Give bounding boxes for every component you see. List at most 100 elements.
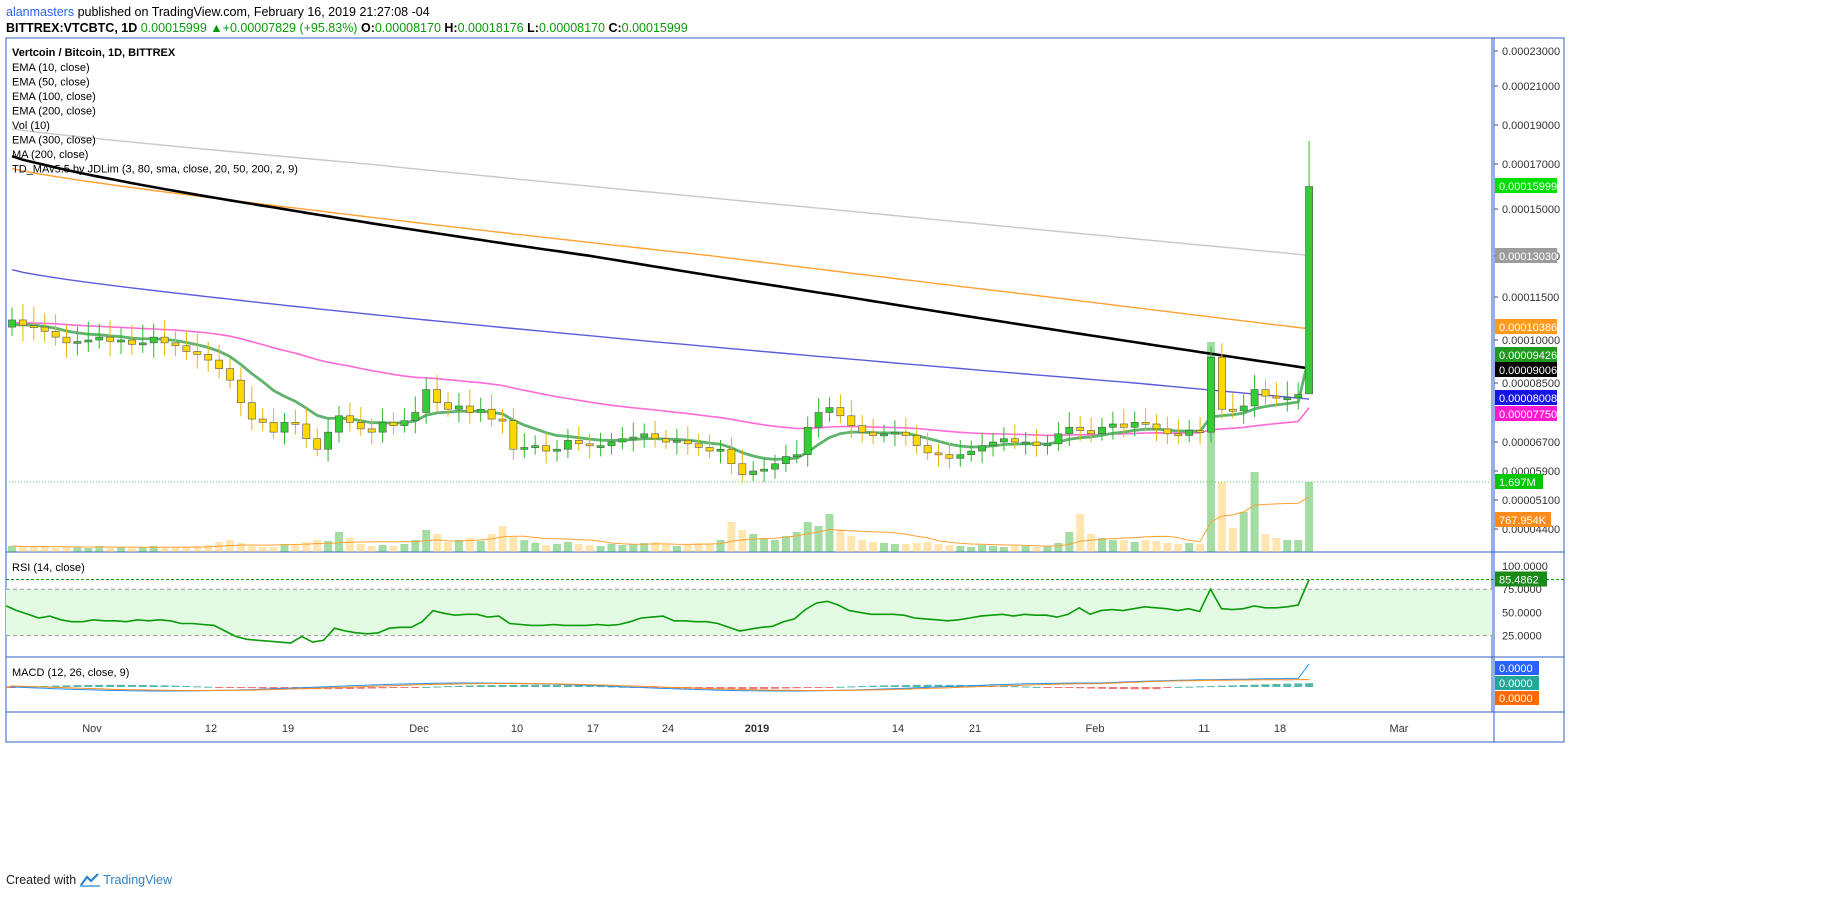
- high-label: H:: [444, 21, 458, 35]
- price-tick-label: 0.00006700: [1502, 437, 1560, 449]
- volume-bar: [345, 538, 354, 552]
- macd-histogram-bar: [901, 685, 910, 687]
- candle-body: [1109, 423, 1117, 428]
- macd-histogram-bar: [1087, 687, 1096, 689]
- macd-histogram-bar: [258, 687, 267, 689]
- rsi-tick-label: 100.0000: [1502, 561, 1548, 573]
- open-value: 0.00008170: [374, 21, 441, 35]
- rsi-line: [5, 579, 1310, 644]
- macd-label-box: [1495, 676, 1539, 690]
- volume-bar: [73, 547, 82, 552]
- volume-bar: [356, 544, 365, 552]
- candle-body: [869, 431, 877, 436]
- volume-bar: [771, 540, 779, 552]
- macd-histogram-bar: [117, 684, 125, 687]
- macd-histogram-bar: [1098, 687, 1106, 689]
- candle-body: [803, 426, 812, 455]
- volume-bar: [8, 546, 16, 552]
- macd-histogram-bar: [1217, 685, 1226, 687]
- macd-histogram-bar: [1163, 687, 1172, 688]
- candle-body: [8, 319, 16, 328]
- candle-body: [117, 339, 125, 343]
- volume-ma-line: [11, 496, 1310, 548]
- macd-histogram-bar: [204, 686, 213, 688]
- macd-histogram-bar: [803, 687, 812, 688]
- candle-body: [433, 389, 441, 403]
- macd-histogram-bar: [400, 687, 409, 688]
- candle-body: [880, 433, 888, 437]
- candle-body: [1294, 394, 1303, 399]
- macd-histogram-bar: [1021, 686, 1030, 688]
- candle-body: [771, 463, 779, 470]
- volume-bar: [520, 540, 529, 552]
- candle-body: [454, 405, 463, 410]
- volume-bar: [749, 534, 758, 552]
- price-label-text: 767.954K: [1499, 515, 1547, 527]
- low-value: 0.00008170: [538, 21, 605, 35]
- macd-histogram-bar: [585, 685, 594, 687]
- volume-bar: [313, 540, 322, 552]
- candle-body: [29, 325, 38, 328]
- tradingview-brand[interactable]: TradingView: [103, 873, 172, 887]
- volume-bar: [1141, 540, 1150, 552]
- candle-body: [128, 339, 136, 345]
- candle-body: [956, 454, 965, 459]
- candle-body: [1130, 422, 1139, 428]
- volume-bar: [967, 547, 976, 552]
- candle-body: [520, 447, 529, 450]
- volume-bar: [476, 541, 485, 552]
- ma200-line: [11, 128, 1310, 256]
- created-with-text: Created with: [6, 873, 77, 887]
- candle-body: [912, 435, 921, 446]
- publish-info: alanmasters published on TradingView.com…: [6, 4, 430, 20]
- time-tick-label: Mar: [1390, 723, 1409, 735]
- volume-bar: [672, 546, 681, 552]
- macd-histogram-bar: [433, 686, 442, 688]
- macd-histogram-bar: [923, 684, 932, 687]
- price-tick-label: 0.00017000: [1502, 159, 1560, 171]
- moving-averages: [11, 128, 1311, 461]
- volume-bar: [487, 534, 496, 552]
- candle-body: [498, 418, 507, 422]
- candle-body: [1163, 428, 1172, 435]
- macd-histogram-bar: [62, 685, 71, 687]
- candle-body: [1032, 441, 1041, 446]
- candle-body: [258, 418, 267, 423]
- macd-histogram-bar: [847, 686, 856, 688]
- price-label-text: 0.00015999: [1499, 181, 1557, 193]
- volume-bar: [563, 542, 572, 552]
- candle-body: [269, 422, 278, 433]
- candle-body: [73, 341, 82, 344]
- candle-body: [411, 412, 420, 421]
- volume-bar: [400, 544, 409, 552]
- volume-bar: [1032, 547, 1041, 552]
- volume-bars: [6, 342, 1492, 552]
- volume-bar: [880, 543, 888, 552]
- time-tick-label: 18: [1274, 723, 1286, 735]
- candle-body: [749, 470, 758, 475]
- volume-bar: [553, 544, 561, 552]
- volume-bar: [1228, 528, 1237, 552]
- macd-histogram-bar: [160, 685, 169, 687]
- candle-body: [705, 447, 714, 452]
- author-link[interactable]: alanmasters: [6, 5, 75, 19]
- volume-bar: [1196, 544, 1205, 552]
- macd-histogram-bar: [1032, 686, 1041, 688]
- macd-histogram-bar: [1185, 686, 1194, 688]
- volume-bar: [1152, 541, 1161, 552]
- candle-body: [923, 445, 932, 454]
- volume-bar: [433, 534, 442, 552]
- candle-body: [1196, 430, 1204, 433]
- volume-bar: [236, 543, 245, 552]
- macd-histogram-bar: [760, 687, 769, 689]
- legend: Vertcoin / Bitcoin, 1D, BITTREX EMA (10, …: [12, 47, 298, 176]
- candle-body: [1065, 426, 1074, 435]
- macd-histogram-bar: [149, 685, 158, 687]
- macd-histogram-bar: [553, 685, 561, 687]
- candle-body: [193, 351, 202, 355]
- volume-bar: [1087, 534, 1096, 552]
- rsi-tick-label: 75.0000: [1502, 584, 1542, 596]
- candle-body: [302, 423, 311, 440]
- volume-bar: [454, 540, 463, 552]
